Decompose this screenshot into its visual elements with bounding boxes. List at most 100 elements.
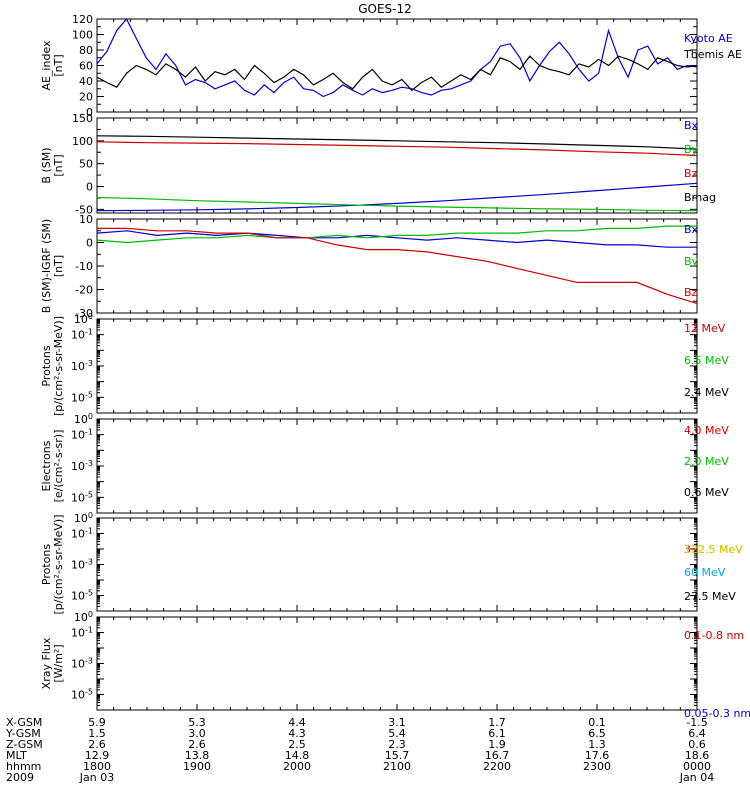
panel-frame [96, 18, 698, 113]
legend-label: 0.1-0.8 nm [684, 629, 744, 642]
legend-label: 4.0 MeV [684, 424, 729, 437]
y-tick-label: -10 [75, 260, 93, 273]
y-tick-label: 10-1 [71, 428, 93, 442]
legend-label: Themis AE [683, 48, 742, 61]
footer-cell: 5.3 [188, 716, 206, 729]
y-tick-label: 100 [72, 29, 93, 42]
y-tick-label: 10-1 [71, 527, 93, 541]
legend-label: 122.5 MeV [684, 543, 743, 556]
panel-electrons: 10-5 10-3 10-1 100 Electrons [e/(cm²-s-sr)] 4.… [40, 412, 729, 514]
panel-ae: 0 20 40 60 80 100 120 AE_index [nT] Kyoto AE Themi… [40, 13, 742, 119]
y-tick-label: 10-5 [71, 589, 93, 603]
legend-label: 2.0 MeV [684, 455, 729, 468]
footer-cell: 6.1 [488, 727, 506, 740]
series-line-bmag [96, 135, 698, 150]
legend-label: 12 MeV [684, 322, 726, 335]
y-tick-label: 10-3 [71, 657, 93, 671]
footer-cell: 18.6 [685, 749, 710, 762]
legend-label: Bz [684, 167, 698, 180]
footer-cell: 1900 [183, 760, 211, 773]
footer-cell: 3.0 [188, 727, 206, 740]
y-tick-label: 0 [86, 106, 93, 119]
panel-frame [96, 117, 698, 214]
legend-label: By [684, 255, 699, 268]
footer-cell: -1.5 [686, 716, 707, 729]
series-line-bz [96, 141, 698, 157]
y-tick-label: 100 [74, 610, 93, 624]
footer-cell: 4.3 [288, 727, 306, 740]
y-axis-label: [nT] [52, 255, 65, 277]
y-tick-label: 20 [79, 91, 93, 104]
series-line-by [96, 225, 697, 244]
y-tick-label: 100 [74, 511, 93, 525]
footer-cell: 17.6 [585, 749, 610, 762]
series-line-by [96, 196, 698, 212]
legend-label: 0.6 MeV [684, 486, 729, 499]
panel-frame [96, 418, 698, 514]
footer-row-label: Z-GSM [6, 738, 43, 751]
series-line-kyoto-ae [96, 17, 698, 98]
footer-cell: 6.5 [588, 727, 606, 740]
panel-bsm: -50 0 50 100 150 B (SM) [nT] Bx By Bz Bmag [40, 112, 716, 216]
legend-label: 27.5 MeV [684, 590, 736, 603]
y-tick-label: 60 [79, 60, 93, 73]
footer-cell: 2.5 [288, 738, 306, 751]
footer-cell: 2.3 [388, 738, 406, 751]
footer-row-label: hhmm [6, 760, 41, 773]
panel-frame [96, 616, 698, 711]
y-tick-label: 0 [86, 237, 93, 250]
footer-row-label: Y-GSM [5, 727, 41, 740]
footer-cell: 0000 [683, 760, 711, 773]
y-axis-label: [e/(cm²-s-sr)] [52, 430, 65, 503]
footer-cell: 1.5 [88, 727, 106, 740]
y-axis-label: [nT] [52, 54, 65, 76]
footer-cell: 2000 [283, 760, 311, 773]
y-axis-label: B (SM) [40, 147, 53, 183]
footer-cell: 2.6 [188, 738, 206, 751]
y-tick-label: 80 [79, 44, 93, 57]
series-line-bx [96, 182, 698, 212]
footer-cell: Jan 03 [79, 771, 114, 784]
footer-row-label: MLT [6, 749, 27, 762]
footer-cell: 2200 [483, 760, 511, 773]
y-tick-label: 10-5 [71, 688, 93, 702]
legend-label: By [684, 143, 699, 156]
legend-label: Bmag [684, 191, 716, 204]
y-tick-label: 10-3 [71, 558, 93, 572]
footer-cell: 14.8 [285, 749, 310, 762]
legend-label: 0.05-0.3 nm [684, 707, 750, 720]
y-axis-label: AE_index [40, 40, 53, 91]
panel-frame [96, 318, 698, 414]
y-tick-label: 100 [74, 312, 93, 326]
y-axis-label: B (SM)-IGRF (SM) [40, 219, 53, 313]
panel-frame [96, 517, 698, 612]
legend-label: Bx [684, 223, 699, 236]
footer-cell: 0.6 [688, 738, 706, 751]
y-tick-label: 10-1 [71, 626, 93, 640]
panel-bgrf: -30 -20 -10 0 10 B (SM)-IGRF (SM) [nT] Bx By Bz [40, 213, 699, 320]
footer-cell: 12.9 [85, 749, 110, 762]
y-tick-label: 50 [79, 158, 93, 171]
legend-label: Kyoto AE [684, 32, 733, 45]
series-line-bx [96, 230, 697, 248]
panel-protons1: 10-5 10-3 10-1 100 Protons [p/(cm²-s-sr-MeV)]… [40, 312, 729, 416]
footer-row-label: 2009 [6, 771, 34, 784]
legend-label: 2.4 MeV [684, 386, 729, 399]
y-tick-label: -50 [75, 203, 93, 216]
panel-protons2: 10-5 10-3 10-1 100 Protons [p/(cm²-s-sr-MeV)]… [40, 511, 743, 615]
footer-cell: 16.7 [485, 749, 510, 762]
y-axis-label: Protons [40, 544, 53, 585]
footer-cell: Jan 04 [679, 771, 714, 784]
footer-cell: 5.9 [88, 716, 106, 729]
y-axis-label: [p/(cm²-s-sr-MeV)] [52, 316, 65, 416]
y-axis-label: [nT] [52, 154, 65, 176]
footer-cell: 5.4 [388, 727, 406, 740]
footer-cell: 6.4 [688, 727, 706, 740]
footer-cell: 1800 [83, 760, 111, 773]
y-tick-label: 120 [72, 13, 93, 26]
y-tick-label: 10-3 [71, 359, 93, 373]
y-tick-label: -20 [75, 284, 93, 297]
footer-cell: 3.1 [388, 716, 406, 729]
footer-cell: 1.3 [588, 738, 606, 751]
